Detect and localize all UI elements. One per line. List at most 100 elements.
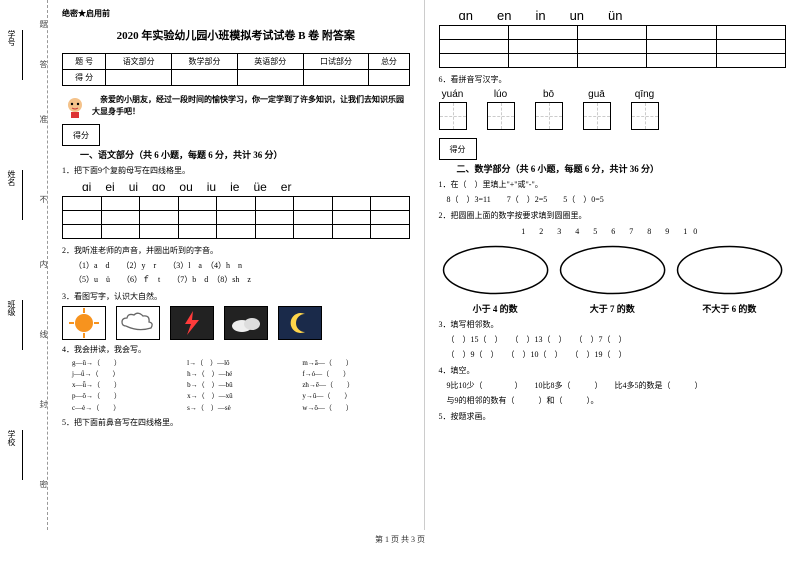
listen-row: （5）u ü （6）ｆ t （7）b d （8）sh z	[74, 273, 410, 287]
columns: 绝密★启用前 2020 年实验幼儿园小班模拟考试试卷 B 卷 附答案 题 号 语…	[48, 0, 800, 530]
question: 6．看拼音写汉字。	[439, 74, 787, 85]
cloud-icon	[116, 306, 160, 340]
fill-line: （ ）9（ ） （ ）10（ ） （ ）19（ ）	[447, 348, 787, 362]
secret-label: 绝密★启用前	[62, 8, 410, 19]
gutter-label: 班级	[6, 300, 17, 316]
spell-item: w→ǒ—（ ）	[302, 403, 409, 414]
spell-item: g—ǔ→（ ）	[72, 358, 179, 369]
math-line: 8（ ）3=11 7（ ）2=5 5（ ）0=5	[439, 193, 787, 207]
spell-item: j—ǘ→（ ）	[72, 369, 179, 380]
oval-group: 大于 7 的数	[556, 242, 669, 315]
gutter-marker: 密	[38, 480, 49, 488]
hanzi-item: guā	[583, 89, 611, 130]
intro: 亲爱的小朋友，经过一段时间的愉快学习，你一定学到了许多知识，让我们去知识乐园大显…	[62, 94, 410, 120]
image-row	[62, 306, 410, 340]
listen-row: （1）a d （2）y r （3）l a （4）h n	[74, 259, 410, 273]
spell-item: zh→ē—（ ）	[302, 380, 409, 391]
gutter-label: 学校	[6, 430, 17, 446]
gutter-label: 学号	[6, 30, 17, 46]
listen-options: （1）a d （2）y r （3）l a （4）h n （5）u ü （6）ｆ …	[62, 259, 410, 288]
question: 4．填空。	[439, 365, 787, 376]
gutter-marker: 封	[38, 400, 49, 408]
right-column: ɑn en in un ün 6．看拼音写汉字。 yuán lúo bō guā…	[425, 0, 800, 530]
section-title: 一、语文部分（共 6 小题，每题 6 分，共计 36 分）	[62, 148, 410, 161]
mascot-icon	[62, 94, 88, 120]
char-box	[631, 102, 659, 130]
cell	[172, 70, 238, 86]
intro-text: 亲爱的小朋友，经过一段时间的愉快学习，你一定学到了许多知识，让我们去知识乐园大显…	[92, 94, 410, 118]
fill-lines: 9比10少（ ） 10比8多（ ） 比4多5的数是（ ） 与9的相邻的数有（ ）…	[439, 379, 787, 408]
oval-caption: 大于 7 的数	[556, 302, 669, 315]
sun-icon	[62, 306, 106, 340]
hanzi-item: yuán	[439, 89, 467, 130]
pinyin: iu	[207, 180, 216, 194]
section-title: 二、数学部分（共 6 小题，每题 6 分，共计 36 分）	[439, 162, 787, 175]
spell-item: l→（ ）—lǒ	[187, 358, 294, 369]
gutter-field	[22, 170, 23, 220]
gutter-field	[22, 300, 23, 350]
hanzi-item: lúo	[487, 89, 515, 130]
question: 4．我会拼读，我会写。	[62, 344, 410, 355]
question: 1．在（ ）里填上"+"或"-"。	[439, 179, 787, 190]
gutter-marker: 线	[38, 330, 49, 338]
cell: 英语部分	[237, 54, 303, 70]
gutter-label: 姓名	[6, 170, 17, 186]
lightning-icon	[170, 306, 214, 340]
cell	[369, 70, 409, 86]
fill-lines: （ ）15（ ） （ ）13（ ） （ ）7（ ） （ ）9（ ） （ ）10（…	[439, 333, 787, 362]
spell-item: x—ǚ→（ ）	[72, 380, 179, 391]
gutter-marker: 题	[38, 20, 49, 28]
cell	[303, 70, 369, 86]
question: 3．填写相邻数。	[439, 319, 787, 330]
pinyin: un	[570, 8, 584, 23]
page-footer: 第 1 页 共 3 页	[0, 534, 800, 545]
gutter-field	[22, 30, 23, 80]
pinyin: ui	[129, 180, 138, 194]
pinyin-row: ɑi ei ui ɑo ou iu ie üe er	[62, 180, 410, 194]
pinyin-row: ɑn en in un ün	[439, 8, 787, 23]
pinyin: ou	[179, 180, 192, 194]
spell-item: b→（ ）—bǔ	[187, 380, 294, 391]
pinyin: ɑn	[459, 8, 473, 23]
pinyin: in	[535, 8, 545, 23]
cell: 口试部分	[303, 54, 369, 70]
moon-icon	[278, 306, 322, 340]
cell: 题 号	[63, 54, 106, 70]
pinyin: ɑo	[152, 180, 165, 194]
fill-line: 与9的相邻的数有（ ）和（ ）。	[447, 394, 787, 408]
gutter-marker: 答	[38, 60, 49, 68]
spell-item: h→（ ）—hé	[187, 369, 294, 380]
oval-group: 不大于 6 的数	[673, 242, 786, 315]
question: 5．按题求画。	[439, 411, 787, 422]
score-box: 得分	[62, 124, 100, 146]
oval-group: 小于 4 的数	[439, 242, 552, 315]
oval-icon	[673, 242, 786, 298]
pinyin: bō	[535, 89, 563, 100]
spell-item: c—è→（ ）	[72, 403, 179, 414]
table-row: 得 分	[63, 70, 410, 86]
spell-item: m→ā—（ ）	[302, 358, 409, 369]
oval-icon	[439, 242, 552, 298]
gutter-field	[22, 430, 23, 480]
writing-grid	[62, 196, 410, 239]
oval-caption: 不大于 6 的数	[673, 302, 786, 315]
exam-title: 2020 年实验幼儿园小班模拟考试试卷 B 卷 附答案	[62, 27, 410, 43]
pinyin: ie	[230, 180, 239, 194]
char-box	[487, 102, 515, 130]
fill-line: 9比10少（ ） 10比8多（ ） 比4多5的数是（ ）	[447, 379, 787, 393]
oval-caption: 小于 4 的数	[439, 302, 552, 315]
char-box	[583, 102, 611, 130]
hanzi-row: yuán lúo bō guā qīng	[439, 89, 787, 130]
pinyin: ɑi	[82, 180, 91, 194]
cell	[106, 70, 172, 86]
gutter-marker: 内	[38, 260, 49, 268]
cell	[237, 70, 303, 86]
gutter-marker: 不	[38, 195, 49, 203]
fill-line: （ ）15（ ） （ ）13（ ） （ ）7（ ）	[447, 333, 787, 347]
pinyin: en	[497, 8, 511, 23]
hanzi-item: qīng	[631, 89, 659, 130]
spell-item: y→ǔ—（ ）	[302, 391, 409, 402]
cell: 得 分	[63, 70, 106, 86]
pinyin: üe	[253, 180, 266, 194]
gutter-marker: 准	[38, 115, 49, 123]
